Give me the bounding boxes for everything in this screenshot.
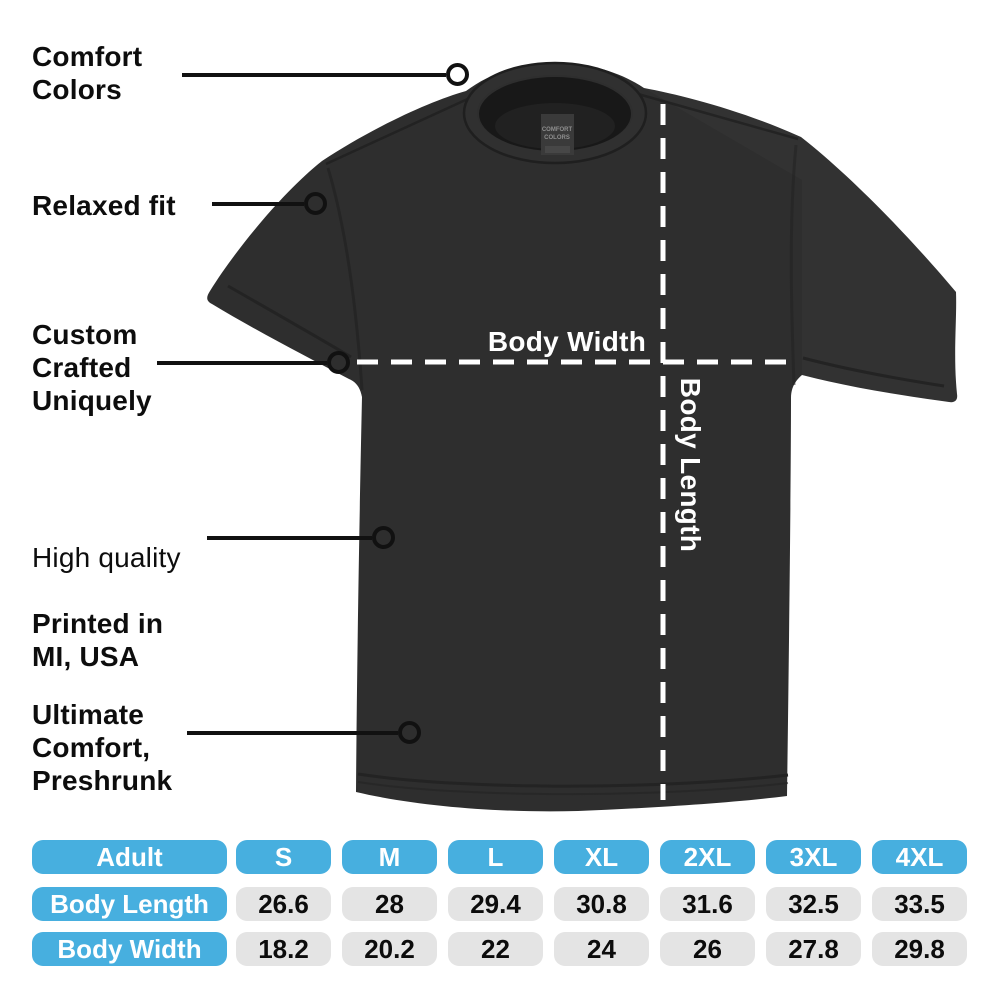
callout-dot-4 <box>372 526 395 549</box>
callout-line-3 <box>157 361 327 365</box>
value-cell: 26.6 <box>236 887 331 921</box>
value-cell: 28 <box>342 887 437 921</box>
sleeve-hem-left <box>227 284 352 359</box>
value-cell: 22 <box>448 932 543 966</box>
row-label-body-length: Body Length <box>32 887 227 921</box>
value-cell: 31.6 <box>660 887 755 921</box>
value-cell: 26 <box>660 932 755 966</box>
value-cell: 20.2 <box>342 932 437 966</box>
value-cell: 27.8 <box>766 932 861 966</box>
sleeve-seam-left <box>326 167 364 391</box>
row-label-body-width: Body Width <box>32 932 227 966</box>
size-table-header-row: Adult S M L XL 2XL 3XL 4XL <box>32 840 967 874</box>
value-cell: 30.8 <box>554 887 649 921</box>
callout-line-4 <box>207 536 372 540</box>
neck-tag-size-strip <box>545 146 570 153</box>
body-width-label: Body Width <box>487 326 647 357</box>
header-cell-3xl: 3XL <box>766 840 861 874</box>
header-cell-l: L <box>448 840 543 874</box>
tshirt-body <box>207 63 958 812</box>
value-cell: 29.8 <box>872 932 967 966</box>
value-cell: 32.5 <box>766 887 861 921</box>
callout-line-5 <box>187 731 398 735</box>
table-row-body-length: Body Length 26.6 28 29.4 30.8 31.6 32.5 … <box>32 887 967 921</box>
header-cell-2xl: 2XL <box>660 840 755 874</box>
table-row-body-width: Body Width 18.2 20.2 22 24 26 27.8 29.8 <box>32 932 967 966</box>
callout-dot-3 <box>327 351 350 374</box>
callout-custom-crafted: Custom Crafted Uniquely <box>32 319 152 416</box>
sleeve-hem-right <box>802 356 945 388</box>
callout-ultimate-comfort: Ultimate Comfort, Preshrunk <box>32 699 173 796</box>
callout-high-quality-light: High quality <box>32 542 181 573</box>
header-cell-m: M <box>342 840 437 874</box>
bottom-hem-stitch-2 <box>357 781 789 796</box>
callout-line-2 <box>212 202 304 206</box>
value-cell: 29.4 <box>448 887 543 921</box>
callout-high-quality-bold: Printed in MI, USA <box>32 608 164 672</box>
body-length-label: Body Length <box>675 377 706 553</box>
callout-dot-1 <box>446 63 469 86</box>
value-cell: 24 <box>554 932 649 966</box>
shoulder-seam-right <box>637 92 799 141</box>
header-cell-adult: Adult <box>32 840 227 874</box>
sleeve-seam-right <box>789 144 798 386</box>
bottom-hem-stitch <box>357 772 789 788</box>
value-cell: 18.2 <box>236 932 331 966</box>
callout-line-1 <box>182 73 446 77</box>
collar-band <box>465 63 645 163</box>
callout-relaxed-fit: Relaxed fit <box>32 190 176 221</box>
callout-high-quality: High quality Printed in MI, USA <box>32 508 181 706</box>
neck-tag-brand-line2: COLORS <box>544 135 570 141</box>
shoulder-seam-left <box>325 95 473 166</box>
header-cell-4xl: 4XL <box>872 840 967 874</box>
header-cell-s: S <box>236 840 331 874</box>
neck-tag-brand-line1: COMFORT <box>542 127 573 133</box>
value-cell: 33.5 <box>872 887 967 921</box>
callout-comfort-colors: Comfort Colors <box>32 41 143 105</box>
callout-dot-5 <box>398 721 421 744</box>
collar-outer-seam <box>462 61 648 165</box>
header-cell-xl: XL <box>554 840 649 874</box>
callout-dot-2 <box>304 192 327 215</box>
